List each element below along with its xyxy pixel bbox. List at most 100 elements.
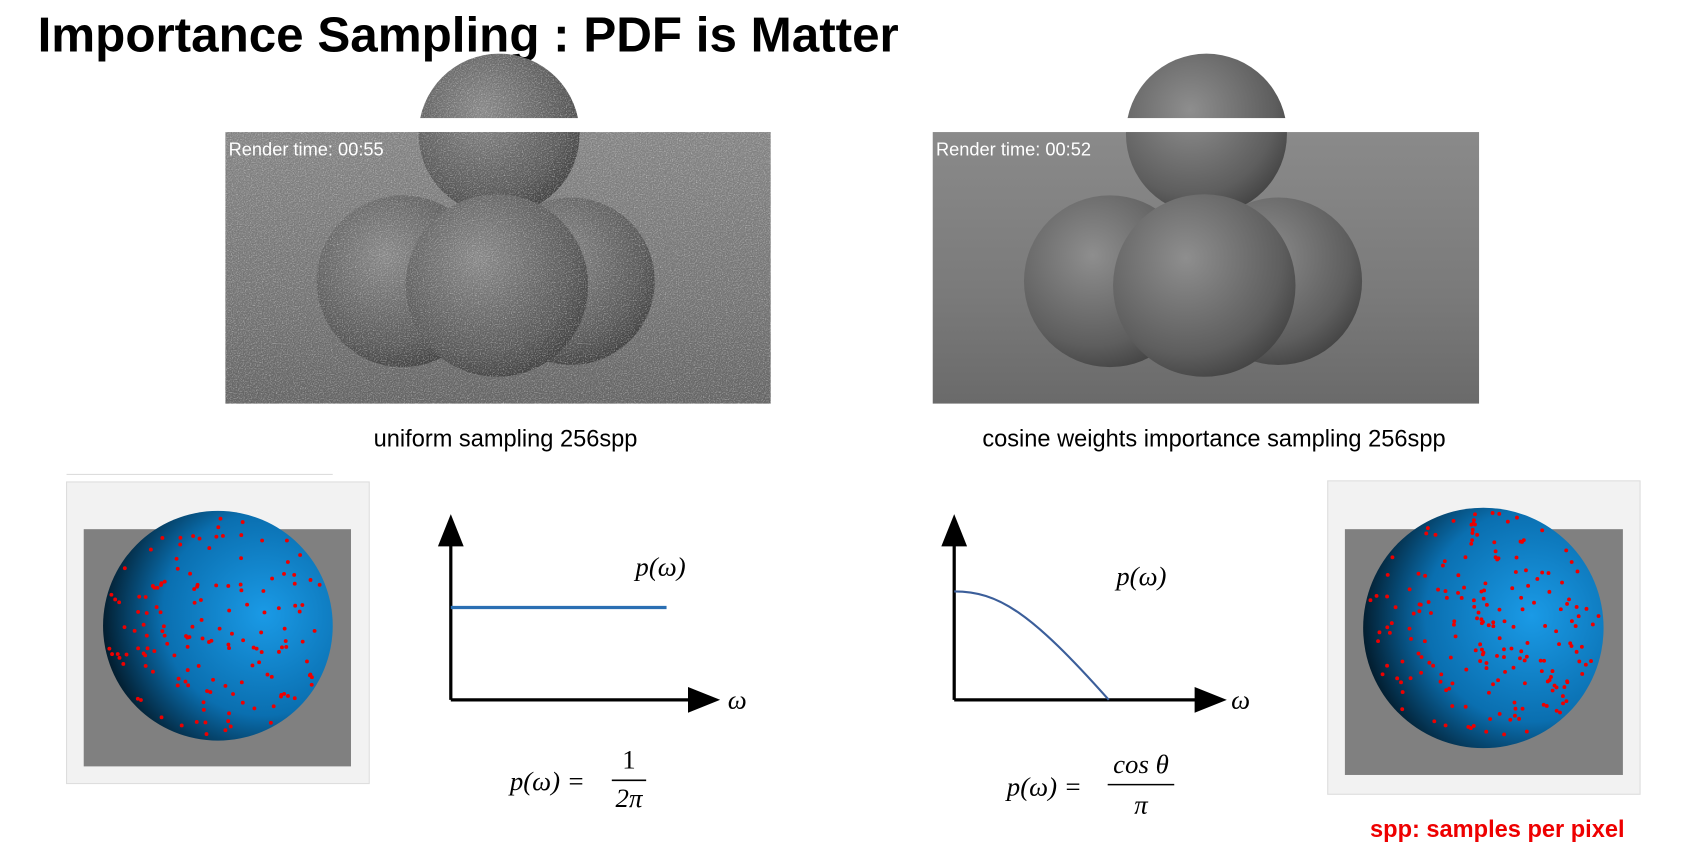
sample-dot [284, 538, 289, 543]
sample-dot [1438, 679, 1443, 684]
sample-dot [1562, 685, 1567, 689]
sample-dot [160, 536, 165, 540]
sample-dot [136, 609, 141, 614]
sample-dot [1393, 605, 1398, 610]
sample-dot [1511, 624, 1516, 629]
sample-dot [292, 572, 297, 577]
sample-dot [228, 724, 233, 729]
sample-dot [1519, 595, 1524, 600]
sample-dot [1442, 559, 1447, 564]
sample-dot [1439, 672, 1444, 677]
sample-dot [300, 639, 305, 644]
sample-dot [1540, 570, 1545, 575]
sample-dot [1557, 642, 1561, 647]
sample-dot [1577, 659, 1582, 664]
sample-dot [144, 611, 149, 615]
sample-dot [1407, 626, 1412, 631]
sample-dot [150, 584, 155, 588]
sample-dot [1502, 647, 1506, 652]
sample-dot [308, 672, 313, 677]
sample-dot [1374, 594, 1379, 598]
sample-dot [286, 694, 290, 698]
sample-dot [1479, 589, 1484, 594]
caption: uniform sampling 256spp [374, 427, 638, 453]
sample-dot [1380, 672, 1385, 677]
sample-dot [312, 628, 317, 633]
sample-dot [309, 682, 314, 687]
sample-dot [285, 560, 290, 564]
sample-dot [1444, 595, 1449, 600]
sample-dot [196, 663, 201, 668]
sample-dot [1431, 663, 1436, 668]
sample-dot [269, 674, 274, 679]
sample-dots [1368, 511, 1601, 737]
sphere-panel [66, 481, 370, 785]
sample-dot [1448, 655, 1453, 660]
sample-dot [190, 624, 195, 629]
axis-label: ω [1231, 684, 1250, 714]
sample-dot [1547, 589, 1552, 594]
sample-dot [1538, 658, 1543, 663]
sample-dot [277, 649, 281, 654]
sample-dot [207, 640, 211, 644]
sample-dot [1560, 694, 1565, 699]
sample-dot [1590, 622, 1595, 627]
sample-dot [1450, 704, 1455, 708]
sample-dot [161, 624, 166, 629]
sample-dot [1491, 682, 1495, 687]
sample-dot [1569, 619, 1574, 624]
sample-dot [1400, 707, 1405, 712]
sample-dot [1450, 681, 1455, 686]
sample-dot [1385, 625, 1390, 630]
sample-dot [1519, 649, 1524, 654]
sample-dot [183, 679, 188, 684]
sample-dot [1484, 729, 1489, 734]
sample-dot [143, 595, 148, 599]
sample-dot [138, 698, 143, 702]
sample-dot [203, 720, 208, 725]
sample-dot [217, 626, 222, 631]
sample-dot [1385, 594, 1390, 599]
formula: p(ω) = cos θ π [1005, 749, 1175, 820]
sample-dot [151, 669, 155, 674]
sample-dot [107, 646, 112, 651]
sample-dot [1505, 519, 1510, 524]
sample-dot [1377, 630, 1382, 635]
sample-dot [1473, 512, 1477, 517]
sample-dot [178, 542, 183, 547]
sample-dot [143, 663, 148, 668]
sample-dot [1539, 669, 1544, 674]
sample-dot [1468, 726, 1473, 730]
sample-dot [1526, 583, 1531, 588]
render-time: Render time: 00:55 [229, 139, 384, 160]
pdf-plot [941, 514, 1227, 713]
sample-dot [1481, 596, 1486, 601]
axis-label: ω [728, 684, 747, 714]
sample-dot [192, 587, 197, 591]
sample-dot [204, 732, 209, 737]
sample-dot [124, 652, 129, 657]
sample-dot [160, 629, 165, 634]
sample-dots [107, 516, 322, 737]
sample-dot [1471, 518, 1476, 523]
sample-dot [1568, 641, 1573, 646]
sample-dot [1475, 616, 1479, 621]
sample-dot [252, 706, 257, 711]
sample-dot [1462, 585, 1466, 590]
sample-dot [1475, 532, 1480, 537]
sample-dot [297, 609, 302, 614]
sample-dot [188, 571, 193, 576]
sample-dot [1389, 621, 1394, 626]
sample-dot [1419, 655, 1424, 659]
sample-dot [1463, 555, 1468, 560]
sample-dot [257, 660, 262, 665]
sample-dot [165, 641, 170, 646]
sample-dot [1520, 706, 1525, 711]
sample-dot [201, 707, 206, 712]
sample-dot [1447, 686, 1452, 691]
sample-dot [1490, 511, 1495, 515]
sample-dot [148, 547, 153, 552]
sample-dot [1520, 540, 1524, 544]
sample-dot [159, 715, 164, 720]
